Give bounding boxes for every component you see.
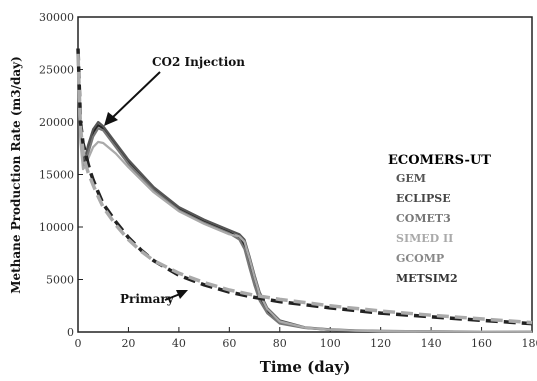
x-axis-label: Time (day): [260, 358, 351, 376]
x-tick-label: 40: [172, 337, 186, 350]
annotation-co2-injection: CO2 Injection: [152, 55, 245, 69]
y-tick-label: 15000: [39, 169, 74, 182]
annotation-primary-arrow-line: [164, 293, 181, 301]
y-tick-label: 0: [67, 326, 74, 339]
x-tick-label: 100: [320, 337, 341, 350]
y-tick-label: 5000: [46, 274, 74, 287]
legend-entry: SIMED II: [396, 232, 453, 245]
series-line-6: [76, 53, 533, 325]
legend-entry: GCOMP: [396, 252, 444, 265]
annotation-co2-arrow-line: [111, 71, 161, 119]
x-tick-label: 160: [471, 337, 492, 350]
annotations: CO2 Injection Primary: [104, 55, 245, 306]
y-tick-label: 20000: [39, 116, 74, 129]
x-tick-label: 0: [75, 337, 82, 350]
annotation-primary-arrowhead: [176, 290, 188, 299]
y-tick-label: 30000: [39, 11, 74, 24]
series-line-3: [76, 58, 533, 333]
y-axis-label: Methane Production Rate (m3/day): [9, 56, 23, 294]
plot-frame: [77, 16, 533, 333]
series-group: [76, 48, 533, 333]
y-tick-label: 10000: [39, 221, 74, 234]
series-line-5: [76, 48, 533, 326]
x-tick-label: 140: [421, 337, 442, 350]
axis-ticks: 0 20 40 60 80 100 120 140 160 180 0 5000 10000 15000 2…: [39, 11, 537, 350]
series-line-2: [76, 53, 533, 333]
annotation-co2-arrowhead: [104, 112, 118, 126]
x-tick-label: 20: [121, 337, 135, 350]
y-tick-label: 25000: [39, 64, 74, 77]
x-tick-label: 60: [222, 337, 236, 350]
legend-title: ECOMERS-UT: [388, 153, 491, 168]
legend-entry: ECLIPSE: [396, 192, 451, 205]
legend-entry: COMET3: [396, 212, 451, 225]
legend-entry: METSIM2: [396, 272, 458, 285]
x-tick-label: 180: [522, 337, 537, 350]
annotation-primary: Primary: [120, 292, 175, 306]
x-tick-label: 80: [273, 337, 287, 350]
legend-entry: GEM: [396, 172, 426, 185]
series-line-1: [76, 48, 533, 333]
x-tick-label: 120: [370, 337, 391, 350]
legend: ECOMERS-UT GEM ECLIPSE COMET3 SIMED II GCOMP…: [388, 153, 491, 285]
